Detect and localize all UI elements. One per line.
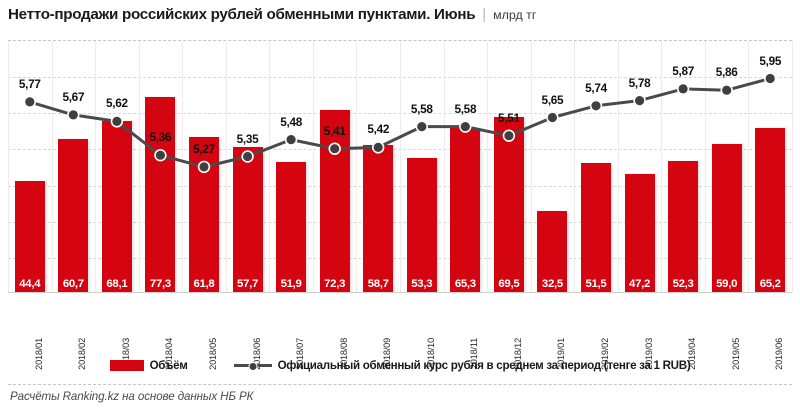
bar[interactable]: 58,7 [363,144,394,293]
bar-value-label: 47,2 [629,278,651,290]
bar[interactable]: 57,7 [232,147,263,293]
line-marker-swatch-icon [233,360,272,371]
bar[interactable]: 32,5 [537,210,568,293]
bar-series-layer: 44,4 60,7 68,1 77,3 61,8 57,7 51,9 72,3 58,7 53,3… [8,41,792,293]
bar-value-label: 53,3 [411,278,433,290]
bar[interactable]: 61,8 [188,136,219,293]
bar[interactable]: 47,2 [624,173,655,293]
bar-slot: 77,3 [139,41,183,293]
bar-slot: 68,1 [95,41,139,293]
bar-slot: 72,3 [313,41,357,293]
title-main-text: Нетто-продажи российских рублей обменным… [8,6,476,23]
bar-value-label: 59,0 [716,278,738,290]
legend-label-exchange-rate: Официальный обменный курс рубля в средне… [277,358,691,372]
bar-value-label: 77,3 [149,278,171,290]
bar[interactable]: 59,0 [711,143,742,293]
bar-swatch-icon [109,359,144,371]
bar[interactable]: 44,4 [14,180,45,293]
bar-value-label: 44,4 [19,278,41,290]
bar-value-label: 65,2 [759,278,781,290]
bar-slot: 59,0 [705,41,749,293]
bar-value-label: 51,5 [585,278,607,290]
legend-item-exchange-rate[interactable]: Официальный обменный курс рубля в средне… [233,358,691,372]
bar-value-label: 72,3 [324,278,346,290]
footer-divider [8,384,792,385]
page-title: Нетто-продажи российских рублей обменным… [8,6,792,30]
bar-slot: 44,4 [8,41,52,293]
plot-area: 44,4 60,7 68,1 77,3 61,8 57,7 51,9 72,3 58,7 53,3… [8,40,793,293]
legend-label-volume: Объём [149,358,188,372]
bar-slot: 32,5 [531,41,575,293]
bar[interactable]: 68,1 [101,120,132,293]
legend-item-volume[interactable]: Объём [109,358,188,372]
bar[interactable]: 69,5 [493,117,524,293]
bar-slot: 51,9 [269,41,313,293]
bar[interactable]: 72,3 [319,110,350,293]
bar[interactable]: 65,2 [755,128,786,293]
x-axis-labels: 2018/01 2018/02 2018/03 2018/04 2018/05 2018/… [8,294,792,370]
bar-slot: 60,7 [52,41,96,293]
category-divider [8,41,9,293]
bar-value-label: 51,9 [280,278,302,290]
bar-slot: 61,8 [182,41,226,293]
footer-source-note: Расчёты Ranking.kz на основе данных НБ Р… [10,390,254,403]
bar-slot: 65,3 [444,41,488,293]
bar-slot: 47,2 [618,41,662,293]
x-axis-baseline [8,292,792,293]
bar[interactable]: 52,3 [668,160,699,293]
bar[interactable]: 65,3 [450,127,481,293]
bar-value-label: 61,8 [193,278,215,290]
bar-slot: 57,7 [226,41,270,293]
bar-value-label: 57,7 [237,278,259,290]
bar-value-label: 68,1 [106,278,128,290]
bar-slot: 53,3 [400,41,444,293]
title-separator: | [482,6,487,23]
bar-value-label: 58,7 [367,278,389,290]
chart-legend: Объём Официальный обменный курс рубля в … [8,352,792,378]
bar-slot: 69,5 [487,41,531,293]
bar-slot: 52,3 [661,41,705,293]
bar[interactable]: 51,5 [580,162,611,293]
bar-value-label: 60,7 [62,278,84,290]
bar-slot: 51,5 [574,41,618,293]
bar[interactable]: 53,3 [406,158,437,293]
bar-slot: 65,2 [748,41,792,293]
title-unit-text: млрд тг [493,8,537,22]
bar[interactable]: 51,9 [276,161,307,293]
category-divider [792,41,793,293]
bar-value-label: 65,3 [454,278,476,290]
bar[interactable]: 60,7 [58,139,89,293]
bar[interactable]: 77,3 [145,97,176,293]
bar-slot: 58,7 [356,41,400,293]
bar-value-label: 52,3 [672,278,694,290]
bar-value-label: 32,5 [541,278,563,290]
bar-value-label: 69,5 [498,278,520,290]
